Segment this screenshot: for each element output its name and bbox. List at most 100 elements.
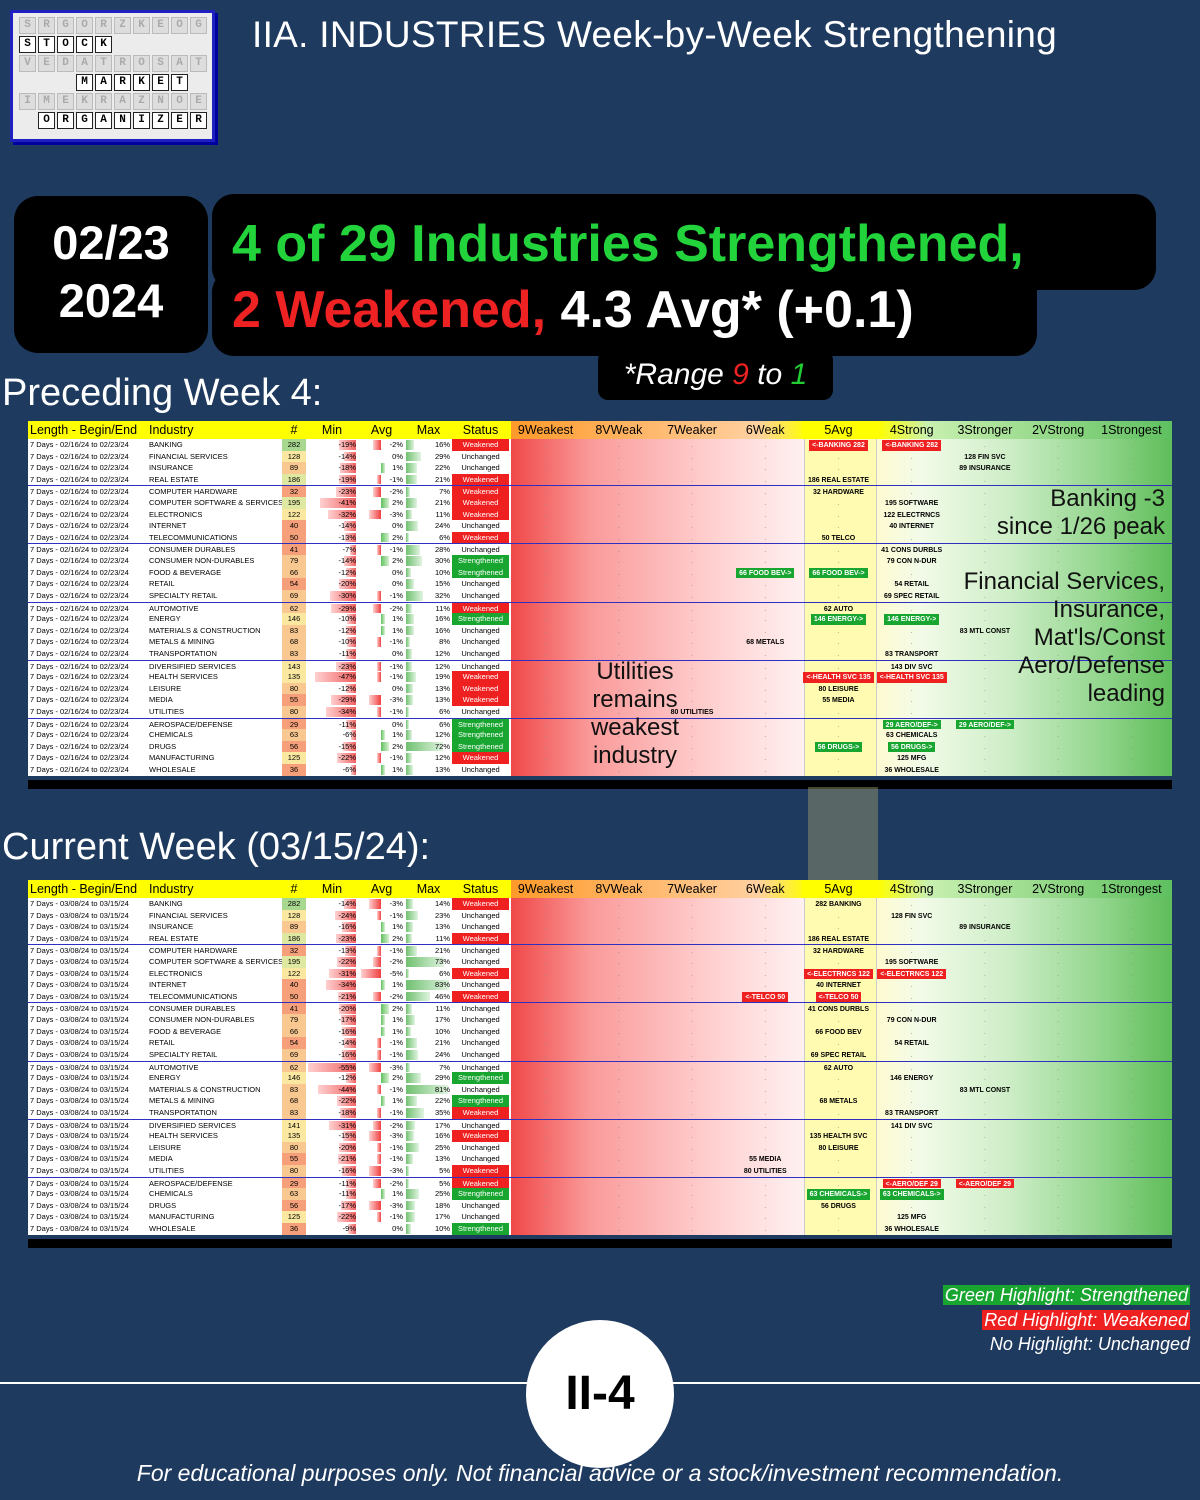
zone-cell: . (544, 474, 547, 484)
industry-cell: TELECOMMUNICATIONS (149, 532, 238, 542)
min-bar (326, 707, 356, 717)
zone-cell: . (544, 556, 547, 566)
logo-letter: T (171, 74, 188, 91)
avg-cell: -1% (358, 706, 405, 718)
zone-cell: . (764, 648, 767, 658)
zone-cell: . (764, 707, 767, 717)
min-value: -16% (338, 1026, 356, 1036)
zone-cell: . (764, 1131, 767, 1141)
zone-cell: . (983, 487, 986, 497)
avg-cell: -1% (358, 1211, 405, 1223)
zone-cell: . (910, 1200, 913, 1210)
zone-cell: . (617, 933, 620, 943)
avg-bar (377, 661, 381, 672)
zone-cell: . (983, 567, 986, 577)
industry-zone-tag: 89 INSURANCE (959, 465, 1011, 473)
column-header: 1Strongest (1101, 423, 1162, 437)
min-value: -15% (338, 1131, 356, 1141)
column-header: Length - Begin/End (30, 882, 138, 896)
zone-cell: . (544, 719, 547, 729)
status-cell: Unchanged (461, 463, 500, 473)
max-cell: 6% (405, 706, 452, 718)
min-bar (350, 730, 356, 740)
status-cell: Unchanged (461, 1062, 500, 1072)
industry-zone-tag: 125 MFG (897, 1214, 927, 1222)
zone-cell: . (691, 672, 694, 682)
max-cell: 16% (405, 439, 452, 451)
avg-cell: 2% (358, 933, 405, 945)
column-header: 2VStrong (1032, 882, 1085, 896)
count-cell: 83 (282, 1083, 306, 1096)
zone-cell: . (544, 509, 547, 519)
max-cell: 13% (405, 694, 452, 706)
zone-cell: . (983, 1120, 986, 1130)
period-cell: 7 Days - 03/08/24 to 03/15/24 (30, 910, 129, 920)
zone-cell: 29 AERO/DEF-> (875, 719, 948, 730)
zone-cell: . (691, 532, 694, 542)
min-value: -11% (339, 648, 356, 658)
min-bar (343, 556, 356, 566)
industry-zone-tag: 128 FIN SVC (964, 453, 1006, 461)
zone-cell: . (910, 487, 913, 497)
max-bar (406, 545, 421, 556)
zone-cell: . (764, 545, 767, 555)
zone-cell: . (544, 683, 547, 693)
count-cell: 54 (282, 578, 306, 590)
zone-cell: . (691, 991, 694, 1001)
count-cell: 69 (282, 589, 306, 602)
max-bar (406, 910, 418, 921)
count-cell: 50 (282, 990, 306, 1003)
zone-cell: . (1130, 707, 1133, 717)
min-value: -22% (338, 957, 356, 967)
industry-zone-tag: 80 LEISURE (818, 1144, 859, 1152)
min-cell: -31% (306, 968, 358, 980)
zone-cell: . (1057, 521, 1060, 531)
max-cell: 25% (405, 1142, 452, 1154)
max-value: 12% (434, 730, 450, 740)
min-value: -11% (339, 719, 356, 729)
min-bar (343, 521, 356, 531)
zone-cell: . (617, 1073, 620, 1083)
min-cell: -44% (306, 1084, 358, 1096)
column-header: 4Strong (889, 882, 934, 896)
min-cell: -10% (306, 636, 358, 648)
zone-cell: . (617, 1224, 620, 1234)
avg-value: 2% (392, 556, 403, 566)
max-cell: 5% (405, 1165, 452, 1177)
avg-cell: -1% (358, 910, 405, 922)
range-to: to (748, 358, 791, 391)
zone-cell: . (1130, 509, 1133, 519)
industry-cell: AEROSPACE/DEFENSE (149, 719, 233, 729)
min-bar (342, 1026, 356, 1037)
industry-cell: DRUGS (149, 741, 177, 751)
zone-cell: . (837, 922, 840, 932)
max-value: 21% (434, 946, 450, 956)
zone-cell: . (983, 1073, 986, 1083)
zone-cell: . (1130, 474, 1133, 484)
max-bar (406, 440, 415, 450)
table-row: 7 Days - 03/08/24 to 03/15/24 MATERIALS &… (28, 1083, 1172, 1096)
min-cell: -14% (306, 898, 358, 910)
zone-cell: . (1057, 451, 1060, 461)
status-cell: Weakened (452, 1106, 509, 1119)
zone-cell: . (1130, 603, 1133, 613)
industry-zone-tag: <-ELECTRNCS 122 (804, 968, 873, 980)
zone-cell: . (544, 730, 547, 740)
industry-zone-tag: 56 DRUGS (820, 1202, 856, 1210)
max-value: 24% (434, 1049, 450, 1059)
max-cell: 73% (405, 956, 452, 968)
max-cell: 32% (405, 590, 452, 602)
max-bar (406, 1166, 409, 1176)
avg-value: -1% (389, 474, 403, 484)
industry-cell: CHEMICALS (149, 730, 193, 740)
period-cell: 7 Days - 02/16/24 to 02/23/24 (30, 765, 129, 775)
column-header: 7Weaker (667, 882, 717, 896)
status-cell: Unchanged (461, 1120, 500, 1130)
logo-letter: O (57, 36, 74, 53)
status-cell: Unchanged (461, 545, 500, 555)
period-cell: 7 Days - 03/08/24 to 03/15/24 (30, 980, 129, 990)
min-bar (340, 463, 356, 473)
zone-cell: . (1130, 556, 1133, 566)
period-cell: 7 Days - 03/08/24 to 03/15/24 (30, 968, 129, 978)
zone-cell: . (544, 1073, 547, 1083)
